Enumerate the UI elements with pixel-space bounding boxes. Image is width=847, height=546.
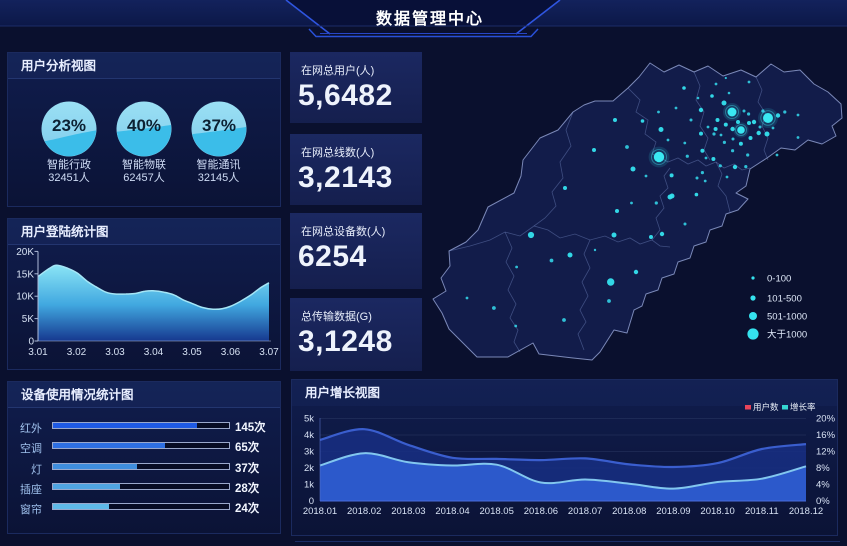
svg-text:10K: 10K: [16, 292, 34, 303]
svg-text:5K: 5K: [22, 314, 35, 325]
svg-text:增长率: 增长率: [790, 402, 816, 412]
svg-text:37%: 37%: [201, 116, 235, 135]
svg-text:0-100: 0-100: [767, 274, 791, 285]
svg-text:3.06: 3.06: [221, 347, 241, 358]
svg-text:大于1000: 大于1000: [767, 329, 807, 341]
svg-text:2018.10: 2018.10: [700, 506, 734, 517]
svg-text:501-1000: 501-1000: [767, 312, 807, 323]
svg-text:2018.06: 2018.06: [524, 506, 558, 517]
svg-text:4k: 4k: [304, 430, 314, 441]
svg-text:2018.03: 2018.03: [391, 506, 425, 517]
svg-text:40%: 40%: [127, 116, 161, 135]
svg-text:0: 0: [28, 337, 34, 348]
svg-text:3.02: 3.02: [67, 347, 87, 358]
svg-text:2018.11: 2018.11: [745, 506, 779, 517]
svg-text:8%: 8%: [816, 463, 830, 474]
svg-text:3.01: 3.01: [28, 347, 48, 358]
svg-text:2018.07: 2018.07: [568, 506, 602, 517]
svg-text:0: 0: [309, 496, 314, 507]
svg-text:2018.08: 2018.08: [612, 506, 646, 517]
svg-text:12%: 12%: [816, 447, 836, 458]
svg-text:2018.01: 2018.01: [303, 506, 337, 517]
svg-text:15K: 15K: [16, 269, 34, 280]
svg-text:2018.09: 2018.09: [656, 506, 690, 517]
svg-text:2018.12: 2018.12: [789, 506, 823, 517]
svg-text:0%: 0%: [816, 496, 830, 507]
svg-text:用户数: 用户数: [753, 402, 779, 412]
svg-text:101-500: 101-500: [767, 294, 802, 305]
svg-text:3.07: 3.07: [259, 347, 279, 358]
svg-text:3.04: 3.04: [144, 347, 164, 358]
svg-text:2k: 2k: [304, 463, 314, 474]
svg-text:5k: 5k: [304, 414, 314, 425]
svg-text:2018.05: 2018.05: [480, 506, 514, 517]
svg-text:23%: 23%: [52, 116, 86, 135]
svg-text:16%: 16%: [816, 430, 836, 441]
svg-text:2018.02: 2018.02: [347, 506, 381, 517]
svg-text:20%: 20%: [816, 414, 836, 425]
svg-text:3k: 3k: [304, 447, 314, 458]
svg-text:3.03: 3.03: [105, 347, 125, 358]
svg-text:3.05: 3.05: [182, 347, 202, 358]
svg-text:1k: 1k: [304, 480, 314, 491]
svg-text:2018.04: 2018.04: [435, 506, 469, 517]
svg-text:20K: 20K: [16, 247, 34, 258]
svg-text:4%: 4%: [816, 480, 830, 491]
